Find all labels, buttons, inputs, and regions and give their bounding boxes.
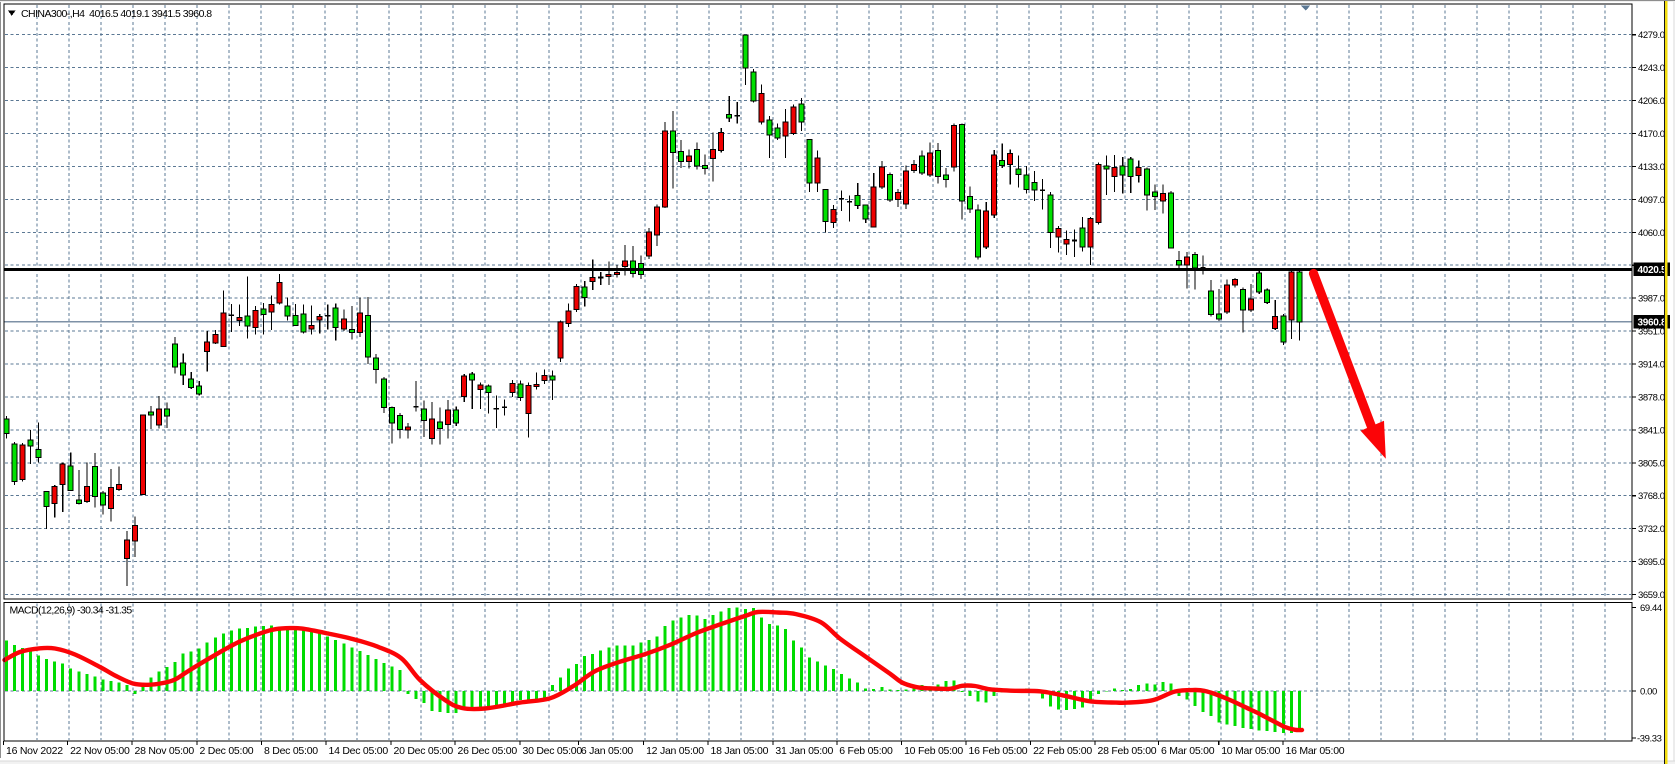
svg-text:3951.0: 3951.0 [1638, 327, 1665, 338]
svg-text:16 Nov 2022: 16 Nov 2022 [6, 745, 63, 757]
svg-text:4133.0: 4133.0 [1638, 162, 1665, 173]
svg-text:3841.0: 3841.0 [1638, 425, 1665, 436]
svg-text:10 Mar 05:00: 10 Mar 05:00 [1221, 745, 1280, 757]
svg-text:18 Jan 05:00: 18 Jan 05:00 [711, 745, 769, 757]
svg-text:22 Feb 05:00: 22 Feb 05:00 [1033, 745, 1092, 757]
svg-text:4060.0: 4060.0 [1638, 228, 1665, 239]
svg-text:3987.0: 3987.0 [1638, 294, 1665, 305]
svg-text:-39.33: -39.33 [1637, 733, 1662, 744]
svg-text:4206.0: 4206.0 [1638, 96, 1665, 107]
svg-text:4243.0: 4243.0 [1638, 63, 1665, 74]
svg-text:22 Nov 05:00: 22 Nov 05:00 [70, 745, 130, 757]
svg-text:6 Feb 05:00: 6 Feb 05:00 [839, 745, 893, 757]
svg-text:3914.0: 3914.0 [1638, 360, 1665, 371]
svg-text:CHINA300-,H4 4016.5 4019.1 39: CHINA300-,H4 4016.5 4019.1 3941.5 3960.8 [21, 8, 212, 20]
svg-text:MACD(12,26,9) -30.34 -31.35: MACD(12,26,9) -30.34 -31.35 [10, 605, 133, 617]
svg-text:16 Mar 05:00: 16 Mar 05:00 [1286, 745, 1345, 757]
svg-text:31 Jan 05:00: 31 Jan 05:00 [775, 745, 833, 757]
svg-text:14 Dec 05:00: 14 Dec 05:00 [329, 745, 389, 757]
svg-text:16 Feb 05:00: 16 Feb 05:00 [969, 745, 1028, 757]
svg-text:4097.0: 4097.0 [1638, 195, 1665, 206]
svg-text:12 Jan 05:00: 12 Jan 05:00 [646, 745, 704, 757]
svg-text:0.00: 0.00 [1640, 686, 1657, 697]
svg-text:3659.0: 3659.0 [1638, 590, 1665, 601]
svg-text:6 Mar 05:00: 6 Mar 05:00 [1161, 745, 1215, 757]
svg-text:26 Dec 05:00: 26 Dec 05:00 [458, 745, 518, 757]
svg-text:3732.0: 3732.0 [1638, 524, 1665, 535]
svg-text:3878.0: 3878.0 [1638, 392, 1665, 403]
svg-text:8 Dec 05:00: 8 Dec 05:00 [264, 745, 318, 757]
svg-text:4170.0: 4170.0 [1638, 129, 1665, 140]
svg-text:4020.5: 4020.5 [1638, 265, 1668, 276]
svg-text:6 Jan 05:00: 6 Jan 05:00 [581, 745, 634, 757]
svg-text:3695.0: 3695.0 [1638, 557, 1665, 568]
svg-text:69.44: 69.44 [1640, 603, 1662, 614]
svg-text:28 Nov 05:00: 28 Nov 05:00 [135, 745, 195, 757]
svg-text:28 Feb 05:00: 28 Feb 05:00 [1098, 745, 1157, 757]
svg-text:30 Dec 05:00: 30 Dec 05:00 [523, 745, 583, 757]
svg-text:10 Feb 05:00: 10 Feb 05:00 [904, 745, 963, 757]
svg-text:4279.0: 4279.0 [1638, 30, 1665, 41]
svg-text:3805.0: 3805.0 [1638, 458, 1665, 469]
svg-text:3960.8: 3960.8 [1638, 317, 1668, 328]
svg-text:3768.0: 3768.0 [1638, 491, 1665, 502]
svg-text:2 Dec 05:00: 2 Dec 05:00 [200, 745, 254, 757]
svg-text:20 Dec 05:00: 20 Dec 05:00 [394, 745, 454, 757]
